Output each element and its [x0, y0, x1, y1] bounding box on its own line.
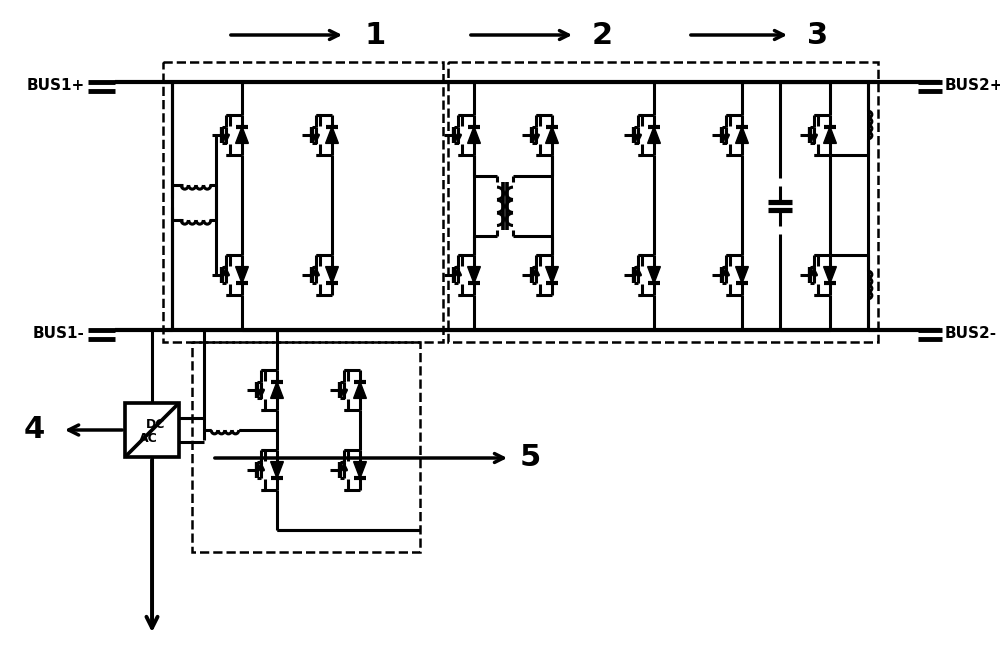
Polygon shape [326, 267, 338, 284]
Polygon shape [468, 267, 480, 284]
Polygon shape [824, 267, 836, 284]
Polygon shape [271, 462, 283, 478]
Text: BUS1+: BUS1+ [27, 79, 85, 93]
Text: BUS2+: BUS2+ [945, 79, 1000, 93]
Text: 4: 4 [24, 415, 45, 444]
Polygon shape [648, 267, 660, 284]
Polygon shape [546, 126, 558, 143]
Polygon shape [354, 382, 366, 398]
Text: AC: AC [139, 431, 157, 444]
Bar [163, 62, 443, 342]
Polygon shape [468, 126, 480, 143]
Polygon shape [736, 267, 748, 284]
Bar [125, 403, 179, 457]
Bar [448, 62, 878, 342]
Text: DC: DC [146, 417, 166, 431]
Text: 1: 1 [365, 21, 386, 50]
Polygon shape [271, 382, 283, 398]
Text: 3: 3 [807, 21, 828, 50]
Polygon shape [326, 126, 338, 143]
Polygon shape [354, 462, 366, 478]
Bar [192, 342, 420, 552]
Polygon shape [824, 126, 836, 143]
Polygon shape [648, 126, 660, 143]
Polygon shape [236, 267, 248, 284]
Polygon shape [546, 267, 558, 284]
Text: 2: 2 [592, 21, 613, 50]
Text: BUS1-: BUS1- [33, 327, 85, 341]
Polygon shape [236, 126, 248, 143]
Polygon shape [736, 126, 748, 143]
Text: BUS2-: BUS2- [945, 327, 997, 341]
Text: 5: 5 [520, 444, 541, 472]
